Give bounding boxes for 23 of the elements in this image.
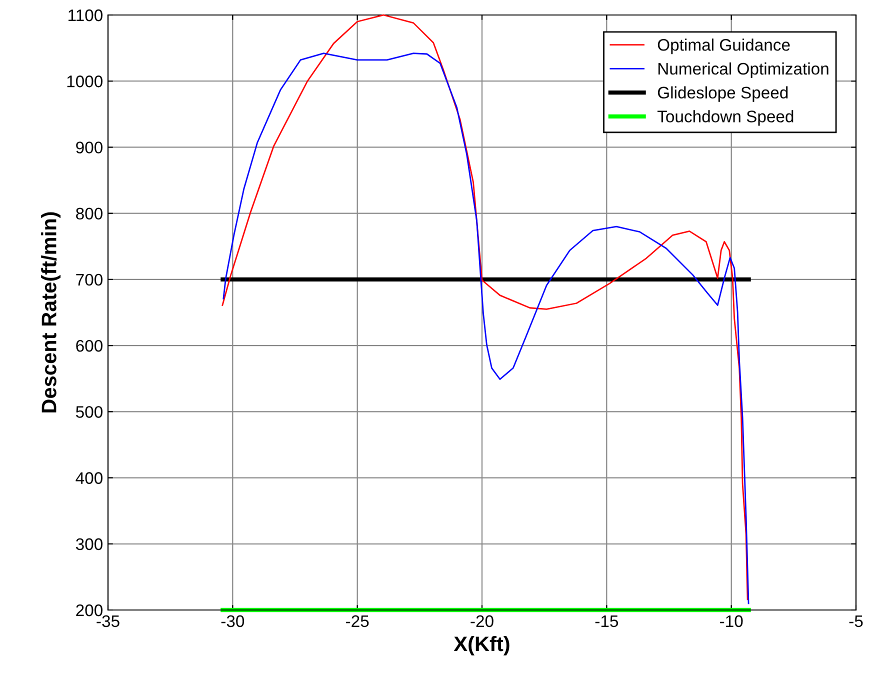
x-tick-label: -10 [720,615,743,628]
y-tick-label: 800 [76,208,102,220]
x-tick-label: -15 [595,615,618,628]
y-tick-label: 400 [76,472,102,484]
y-axis-title: Descent Rate(ft/min) [41,212,61,412]
y-tick-label: 500 [76,406,102,418]
x-tick-label: -30 [221,615,244,628]
x-tick-label: -20 [470,615,494,628]
x-tick-label: -35 [96,615,120,628]
y-tick-label: 1100 [68,9,102,22]
y-tick-label: 600 [76,340,102,352]
legend-label: Numerical Optimization [658,62,828,78]
y-tick-label: 200 [76,604,102,616]
x-tick-label: -5 [849,615,863,628]
y-tick-label: 700 [76,274,102,286]
y-tick-label: 900 [76,142,102,154]
legend-label: Glideslope Speed [658,86,788,102]
y-tick-label: 1000 [67,76,102,88]
x-tick-label: -25 [346,615,369,628]
y-tick-label: 300 [76,538,102,550]
x-axis-title: X(Kft) [454,636,510,656]
legend-label: Touchdown Speed [657,110,794,126]
legend-label: Optimal Guidance [658,38,790,54]
